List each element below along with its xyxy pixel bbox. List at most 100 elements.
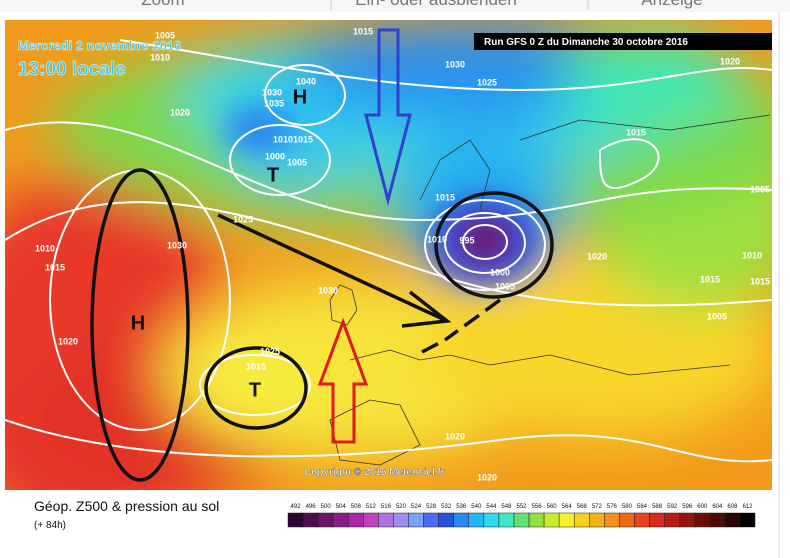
legend-label: 576 bbox=[607, 504, 618, 510]
legend-label: 572 bbox=[592, 504, 603, 510]
isobar-label: 1020 bbox=[445, 431, 465, 441]
legend-swatch bbox=[287, 512, 304, 528]
pressure-center: H bbox=[293, 86, 307, 108]
blue-arrow bbox=[364, 28, 412, 206]
legend-swatch bbox=[453, 512, 470, 528]
legend-label: 528 bbox=[426, 504, 437, 510]
legend-label: 536 bbox=[456, 504, 467, 510]
isobar-label: 995 bbox=[459, 235, 474, 245]
isobar-label: 1015 bbox=[246, 361, 266, 371]
legend-swatch bbox=[619, 512, 635, 528]
date: Mercredi 2 novembre 2016 bbox=[18, 38, 181, 53]
legend-swatch bbox=[724, 512, 741, 528]
legend-label: 608 bbox=[727, 504, 738, 510]
isobar-label: 1015 bbox=[626, 127, 646, 137]
isobars bbox=[5, 39, 772, 463]
legend: 492 496 500 504 508 512 516 520 524 528 532 536 540 5… bbox=[287, 504, 756, 528]
coastlines bbox=[329, 114, 771, 466]
legend-swatch bbox=[694, 512, 711, 528]
pressure-center: T bbox=[267, 164, 279, 186]
legend-swatch bbox=[438, 512, 454, 528]
isobar-label: 1005 bbox=[287, 157, 307, 167]
legend-swatch bbox=[604, 512, 620, 528]
ellipse-annotation bbox=[434, 191, 554, 299]
toolbar: Zoom Ein- oder ausblenden Anzeige bbox=[0, 0, 790, 12]
isobar-label: 1020 bbox=[58, 336, 78, 346]
isobar-label: 1030 bbox=[318, 285, 338, 295]
isobar-label: 1005 bbox=[155, 30, 175, 40]
legend-label: 548 bbox=[501, 504, 512, 510]
isobar-label: 1020 bbox=[587, 251, 607, 261]
run-info: Run GFS 0 Z du Dimanche 30 octobre 2016 bbox=[484, 37, 688, 48]
annotations bbox=[90, 28, 554, 482]
isobar-labels: 1005 1010 1015 1030 1025 1020 1040 1035 … bbox=[35, 26, 770, 482]
legend-label: 508 bbox=[351, 504, 362, 510]
ellipse-annotation bbox=[204, 346, 308, 430]
legend-swatch bbox=[468, 512, 485, 528]
legend-swatch bbox=[393, 512, 409, 528]
isobar-label: 1010 bbox=[35, 243, 55, 253]
isobar-label: 1010 bbox=[150, 52, 170, 62]
pressure-center: T bbox=[249, 379, 261, 401]
legend-label: 496 bbox=[306, 504, 317, 510]
legend-label: 520 bbox=[396, 504, 407, 510]
isobar-label: 1005 bbox=[707, 311, 727, 321]
red-arrow bbox=[317, 317, 369, 444]
legend-label: 588 bbox=[652, 504, 663, 510]
legend-label: 492 bbox=[291, 504, 302, 510]
legend-label: 592 bbox=[667, 504, 678, 510]
pressure-center: H bbox=[131, 312, 145, 334]
legend-swatch bbox=[498, 512, 515, 528]
legend-label: 600 bbox=[697, 504, 708, 510]
legend-label: 564 bbox=[562, 504, 573, 510]
isobar-label: 1010 bbox=[742, 250, 762, 260]
legend-label: 580 bbox=[622, 504, 633, 510]
legend-swatch bbox=[423, 512, 439, 528]
legend-swatch bbox=[317, 512, 334, 528]
legend-label: 500 bbox=[321, 504, 332, 510]
legend-label: 568 bbox=[577, 504, 588, 510]
legend-label: 516 bbox=[381, 504, 392, 510]
isobar-label: 1015 bbox=[435, 192, 455, 202]
footer-title: Géop. Z500 & pression au sol bbox=[34, 498, 219, 514]
run-banner bbox=[474, 33, 772, 50]
isobar-label: 1030 bbox=[167, 240, 187, 250]
legend-swatch bbox=[348, 512, 364, 528]
isobar-label: 1025 bbox=[233, 214, 253, 224]
legend-swatch bbox=[634, 512, 650, 528]
isobar-label: 1015 bbox=[45, 262, 65, 272]
legend-swatch bbox=[573, 512, 590, 528]
isobar-label: 1010 bbox=[273, 134, 293, 144]
isobar-label: 1015 bbox=[750, 276, 770, 286]
isobar-label: 1015 bbox=[293, 134, 313, 144]
isobar-label: 1020 bbox=[720, 56, 740, 66]
legend-swatch bbox=[408, 512, 424, 528]
legend-swatch bbox=[679, 512, 695, 528]
legend-swatch bbox=[558, 512, 575, 528]
legend-swatch bbox=[513, 512, 530, 528]
isobar-label: 1005 bbox=[750, 184, 770, 194]
ellipse-annotation bbox=[90, 168, 190, 482]
legend-label: 556 bbox=[532, 504, 543, 510]
toolbar-bg bbox=[0, 0, 790, 12]
toolbar-item[interactable]: Zoom bbox=[141, 0, 184, 9]
toolbar-item[interactable]: Ein- oder ausblenden bbox=[355, 0, 517, 9]
isobar-label: 1020 bbox=[477, 472, 497, 482]
legend-swatch bbox=[528, 512, 545, 528]
arrow-annotation bbox=[217, 213, 452, 328]
legend-swatch bbox=[649, 512, 665, 528]
legend-label: 612 bbox=[742, 504, 753, 510]
toolbar-item[interactable]: Anzeige bbox=[641, 0, 702, 9]
legend-swatch bbox=[543, 512, 560, 528]
isobar-label: 1025 bbox=[260, 346, 280, 356]
legend-swatch bbox=[589, 512, 605, 528]
legend-label: 596 bbox=[682, 504, 693, 510]
isobar-label: 1015 bbox=[353, 26, 373, 36]
isobar-label: 1030 bbox=[445, 59, 465, 69]
legend-label: 532 bbox=[441, 504, 452, 510]
isobar-label: 1020 bbox=[170, 107, 190, 117]
legend-label: 512 bbox=[366, 504, 377, 510]
legend-label: 544 bbox=[486, 504, 497, 510]
legend-swatch bbox=[332, 512, 349, 528]
isobar-label: 1015 bbox=[700, 274, 720, 284]
